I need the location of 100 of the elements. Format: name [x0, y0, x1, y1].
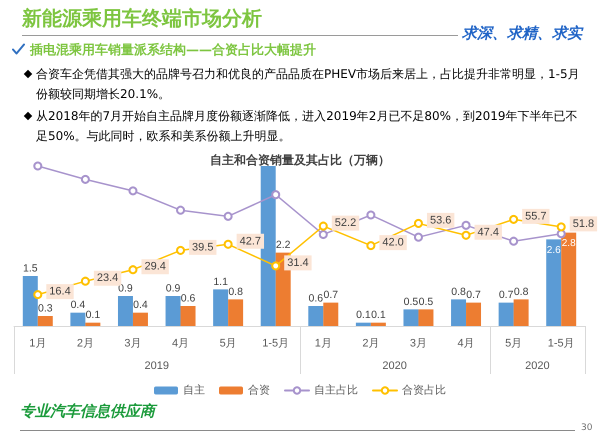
data-label: 1.5 — [22, 262, 38, 274]
bar — [308, 306, 324, 326]
bar — [546, 239, 562, 326]
bar — [498, 302, 514, 326]
point — [366, 210, 376, 220]
bar — [166, 296, 181, 326]
data-label: 0.6 — [308, 292, 324, 304]
bar — [561, 232, 576, 326]
bar — [22, 276, 38, 326]
bar — [356, 322, 371, 326]
point — [128, 265, 138, 274]
text: 插电混乘用车销量派系结构——合资占比大幅提升 — [30, 42, 316, 59]
bar — [451, 299, 466, 326]
data-label: 0.8 — [228, 286, 244, 298]
bar — [38, 316, 53, 326]
data-label: 51.8 — [572, 218, 594, 230]
legend-label: 自主 — [183, 384, 205, 396]
data-label: 0.1 — [371, 309, 386, 322]
data-label: 2.6 — [546, 244, 562, 256]
point — [224, 240, 233, 249]
data-label: 23.4 — [96, 272, 118, 284]
data-label: 52.2 — [334, 217, 356, 230]
text: 求深、求精、求实 — [462, 24, 582, 43]
point — [462, 230, 471, 240]
data-label: 39.5 — [192, 241, 214, 254]
bar — [418, 309, 434, 326]
point — [318, 222, 328, 231]
x-tick-label: 1-5月 — [548, 338, 575, 350]
point — [414, 232, 423, 242]
data-label: 42.7 — [240, 235, 262, 248]
text: 2020 — [525, 360, 550, 372]
point — [509, 214, 518, 224]
data-label: 16.4 — [49, 286, 71, 298]
bar — [260, 166, 276, 326]
x-tick-label: 1月 — [314, 338, 332, 350]
data-label: 42.0 — [382, 236, 404, 249]
point — [80, 174, 90, 184]
text: 2020 — [382, 360, 407, 372]
point — [556, 222, 566, 232]
text: 从2018年的7月开始自主品牌月度份额逐渐降低，进入2019年2月已不足80%，到2019年下半年已不足50%。与此同时，欧系和美系份额上升明显。 — [36, 108, 579, 145]
point — [271, 190, 280, 200]
bar — [403, 309, 418, 326]
point — [80, 276, 90, 286]
bar — [323, 302, 338, 326]
point — [224, 212, 233, 221]
legend-label: 合资 — [248, 384, 270, 396]
data-label: 29.4 — [144, 260, 166, 273]
point — [366, 241, 376, 250]
x-tick-label: 5月 — [220, 338, 237, 350]
bar — [118, 296, 133, 326]
data-label: 55.7 — [525, 210, 547, 222]
bar — [180, 306, 196, 326]
data-label: 0.7 — [466, 289, 481, 302]
text: 30 — [581, 423, 592, 433]
data-label: 0.4 — [133, 299, 148, 312]
x-tick-label: 1-5月 — [262, 338, 290, 350]
chart-title: 自主和合资销量及其占比（万辆） — [210, 153, 390, 167]
point — [176, 246, 186, 255]
data-label: 2.8 — [562, 238, 576, 250]
bar — [132, 312, 148, 326]
point — [462, 220, 471, 230]
data-label: 31.4 — [287, 256, 309, 269]
point — [318, 230, 328, 240]
bar — [85, 322, 100, 326]
text: 合资车企凭借其强大的品牌号召力和优良的产品品质在PHEV市场后来居上，占比提升非常明显，1-5月份额较同期增长20.1%。 — [36, 66, 581, 103]
data-label: 0.3 — [38, 302, 53, 314]
bar — [70, 312, 86, 326]
point — [414, 218, 423, 228]
bar — [370, 322, 386, 326]
data-label: 0.1 — [86, 309, 100, 322]
data-label: 0.6 — [180, 292, 196, 304]
data-label: 0.9 — [166, 282, 180, 294]
x-tick-label: 3月 — [410, 338, 428, 350]
legend-label: 自主占比 — [314, 384, 358, 396]
data-label: 53.6 — [430, 214, 452, 226]
data-label: 0.7 — [323, 289, 338, 302]
bar — [213, 289, 228, 326]
point — [509, 236, 518, 246]
data-label: 47.4 — [478, 226, 499, 238]
data-label: 0.5 — [404, 296, 418, 308]
data-label: 0.4 — [70, 299, 86, 312]
point — [33, 290, 42, 300]
x-tick-label: 3月 — [124, 338, 142, 350]
bar — [466, 302, 482, 326]
data-label: 0.9 — [118, 282, 133, 294]
data-label: 0.8 — [451, 286, 466, 298]
x-tick-label: 4月 — [172, 338, 190, 350]
bar — [228, 299, 244, 326]
data-label: 1.1 — [213, 276, 228, 288]
x-tick-label: 2月 — [362, 338, 380, 350]
data-label: 0.8 — [514, 286, 529, 298]
x-tick-label: 2月 — [76, 338, 94, 350]
text: 2019 — [144, 360, 169, 372]
text: 专业汽车信息供应商 — [20, 402, 155, 421]
legend-label: 合资占比 — [402, 384, 446, 396]
x-tick-label: 1月 — [29, 338, 46, 350]
data-label: 0.1 — [356, 309, 371, 322]
data-label: 0.5 — [418, 296, 434, 308]
point — [271, 261, 280, 270]
data-label: 0.7 — [498, 289, 514, 302]
